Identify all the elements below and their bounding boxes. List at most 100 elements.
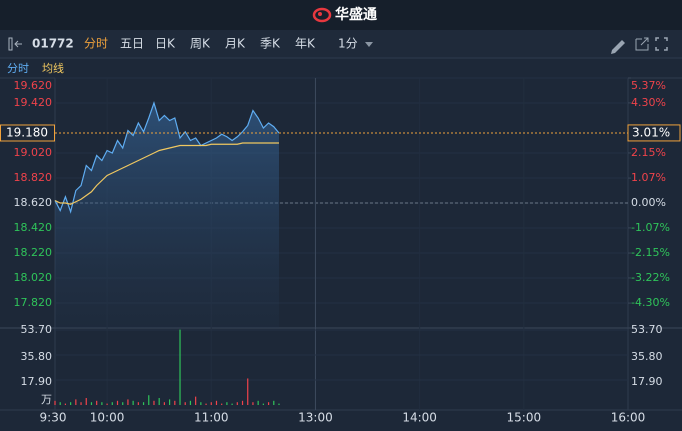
volume-tick-label-right: 53.70: [631, 323, 663, 336]
volume-bar: [273, 400, 275, 405]
x-tick-label: 13:00: [298, 411, 333, 425]
volume-tick-label-right: 17.90: [631, 375, 663, 388]
last-change-box: [627, 124, 681, 142]
volume-bar: [221, 403, 223, 405]
volume-bar: [210, 402, 212, 405]
tab[interactable]: 日K: [155, 37, 176, 51]
x-tick-label: 16:00: [611, 411, 646, 425]
y2-tick-label: 5.37%: [631, 79, 666, 92]
stock-code: 01772: [32, 37, 74, 51]
volume-bar: [184, 402, 186, 405]
volume-bar: [252, 402, 254, 405]
price-area: [55, 103, 279, 328]
top-bar: [0, 0, 682, 30]
y-tick-label: 19.420: [14, 96, 53, 109]
edit-icon[interactable]: [611, 40, 625, 54]
share-icon[interactable]: [635, 37, 649, 51]
y2-tick-label: 4.30%: [631, 96, 666, 109]
volume-bar: [96, 400, 98, 405]
volume-bar: [137, 402, 139, 405]
y-tick-label: 18.620: [14, 196, 53, 209]
y-tick-label: 18.220: [14, 246, 53, 259]
volume-bar: [111, 402, 113, 405]
y2-tick-label: -2.15%: [631, 246, 670, 259]
volume-tick-label: 17.90: [21, 375, 53, 388]
logo: [312, 7, 332, 23]
legend-price[interactable]: 分时: [7, 62, 29, 75]
last-price-label: 19.180: [6, 126, 48, 140]
volume-bar: [142, 402, 145, 405]
volume-bar: [267, 402, 270, 405]
volume-bar: [226, 402, 228, 405]
tab[interactable]: 年K: [295, 37, 316, 51]
volume-tick-label: 35.80: [21, 350, 53, 363]
volume-bar: [163, 402, 165, 405]
toolbar: [0, 30, 682, 58]
collapse-icon[interactable]: [8, 37, 22, 51]
x-tick-label: 14:00: [402, 411, 437, 425]
volume-bar: [54, 400, 56, 405]
volume-bar: [85, 398, 87, 405]
y2-tick-label: -3.22%: [631, 271, 670, 284]
y2-tick-label: 1.07%: [631, 171, 666, 184]
tab[interactable]: 周K: [190, 37, 211, 51]
volume-bar: [80, 402, 82, 405]
volume-bar: [169, 399, 171, 405]
y2-tick-label: -1.07%: [631, 221, 670, 234]
volume-bar: [241, 400, 244, 405]
volume-bar: [174, 400, 176, 405]
volume-bar: [262, 403, 264, 405]
last-price-box: [0, 124, 55, 142]
tab[interactable]: 月K: [225, 37, 246, 51]
y-tick-label: 19.020: [14, 146, 53, 159]
y-tick-label: 17.820: [14, 296, 53, 309]
volume-bar: [75, 399, 77, 405]
y2-tick-label: 0.00%: [631, 196, 666, 209]
volume-bar: [278, 403, 280, 405]
x-tick-label: 15:00: [507, 411, 542, 425]
volume-bar: [122, 402, 124, 405]
dropdown-arrow[interactable]: [365, 42, 373, 47]
volume-tick-label: 53.70: [21, 323, 53, 336]
average-line: [54, 142, 279, 205]
volume-bar: [257, 400, 259, 405]
y-tick-label: 18.020: [14, 271, 53, 284]
y-tick-label: 19.620: [14, 79, 53, 92]
period-select[interactable]: 1分: [338, 37, 358, 51]
volume-bar: [132, 400, 134, 405]
volume-bar: [148, 395, 150, 405]
volume-bar: [247, 378, 249, 405]
last-change-label: 3.01%: [632, 125, 670, 139]
brand: 华盛通: [335, 6, 377, 23]
volume-bar: [215, 400, 218, 405]
tab[interactable]: 五日: [120, 37, 144, 51]
volume-bar: [90, 402, 93, 405]
y-tick-label: 18.820: [14, 171, 53, 184]
volume-bar: [116, 400, 119, 405]
volume-bar: [158, 398, 160, 405]
volume-bar: [231, 403, 233, 405]
volume-bar: [200, 402, 202, 405]
volume-bar: [70, 402, 72, 405]
volume-bar: [153, 400, 155, 405]
volume-bar: [127, 399, 129, 405]
volume-bar: [106, 403, 108, 405]
x-tick-label: 9:30: [40, 411, 67, 425]
x-tick-label: 10:00: [90, 411, 125, 425]
volume-bar: [195, 396, 197, 405]
legend-average[interactable]: 均线: [42, 61, 64, 75]
fullscreen-icon[interactable]: [655, 37, 668, 51]
volume-bar: [179, 329, 181, 405]
tab[interactable]: 分时: [84, 37, 108, 51]
x-tick-label: 11:00: [194, 411, 229, 425]
y-tick-label: 18.420: [14, 221, 53, 234]
volume-bar: [59, 402, 61, 405]
volume-bar: [236, 402, 238, 405]
volume-bar: [205, 403, 207, 405]
y2-tick-label: -4.30%: [631, 296, 670, 309]
volume-bar: [189, 400, 192, 405]
volume-unit: 万: [41, 393, 52, 406]
tab[interactable]: 季K: [260, 37, 281, 51]
y2-tick-label: 2.15%: [631, 146, 666, 159]
